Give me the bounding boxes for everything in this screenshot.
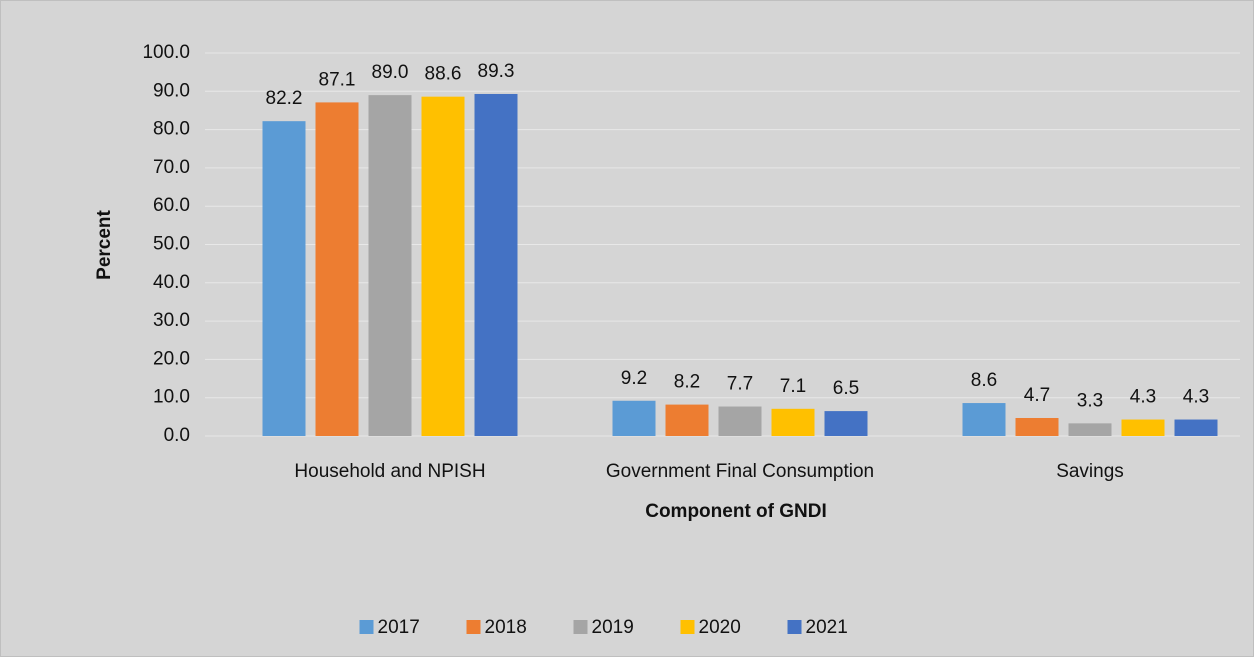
y-tick-label: 100.0	[142, 42, 190, 63]
y-tick-label: 40.0	[153, 272, 190, 293]
bar	[1174, 419, 1218, 436]
data-label: 3.3	[1077, 390, 1103, 411]
y-tick-label: 70.0	[153, 157, 190, 178]
data-label: 4.7	[1024, 385, 1050, 406]
data-label: 9.2	[621, 368, 647, 389]
bar	[1015, 417, 1059, 436]
data-label: 88.6	[425, 64, 462, 85]
y-tick-label: 10.0	[153, 387, 190, 408]
y-tick-label: 20.0	[153, 348, 190, 369]
bar	[474, 93, 518, 436]
bar	[771, 408, 815, 436]
bar	[1068, 423, 1112, 436]
bar	[962, 403, 1006, 436]
legend-swatch	[680, 620, 695, 634]
x-tick-label: Government Final Consumption	[606, 461, 874, 482]
y-tick-label: 0.0	[164, 425, 190, 446]
legend-label: 2019	[592, 617, 634, 638]
x-tick-label: Household and NPISH	[294, 461, 485, 482]
data-label: 7.7	[727, 374, 753, 395]
y-tick-label: 50.0	[153, 234, 190, 255]
data-label: 89.0	[372, 62, 409, 83]
data-label: 8.2	[674, 372, 700, 393]
x-axis-title: Component of GNDI	[645, 501, 827, 522]
data-label: 82.2	[266, 88, 303, 109]
data-label: 4.3	[1130, 387, 1156, 408]
data-label: 7.1	[780, 376, 806, 397]
bar	[824, 411, 868, 436]
bar	[315, 102, 359, 437]
y-tick-label: 90.0	[153, 80, 190, 101]
legend-label: 2018	[485, 617, 527, 638]
bar	[368, 95, 412, 436]
bar	[1121, 419, 1165, 436]
legend-label: 2020	[699, 617, 741, 638]
data-label: 8.6	[971, 370, 997, 391]
bar	[718, 406, 762, 436]
bar	[612, 400, 656, 436]
y-tick-label: 80.0	[153, 119, 190, 140]
legend-label: 2021	[806, 617, 848, 638]
legend-swatch	[787, 620, 802, 634]
legend-label: 2017	[378, 617, 420, 638]
data-label: 89.3	[478, 61, 515, 82]
data-label: 87.1	[319, 69, 356, 90]
data-label: 6.5	[833, 378, 859, 399]
bar	[262, 121, 306, 436]
legend-swatch	[466, 620, 481, 634]
bar	[665, 404, 709, 436]
bar	[421, 96, 465, 437]
legend-swatch	[359, 620, 374, 634]
legend-swatch	[573, 620, 588, 634]
y-tick-label: 60.0	[153, 195, 190, 216]
x-tick-label: Savings	[1056, 461, 1124, 482]
data-label: 4.3	[1183, 387, 1209, 408]
y-tick-label: 30.0	[153, 310, 190, 331]
y-axis-title: Percent	[94, 209, 115, 279]
